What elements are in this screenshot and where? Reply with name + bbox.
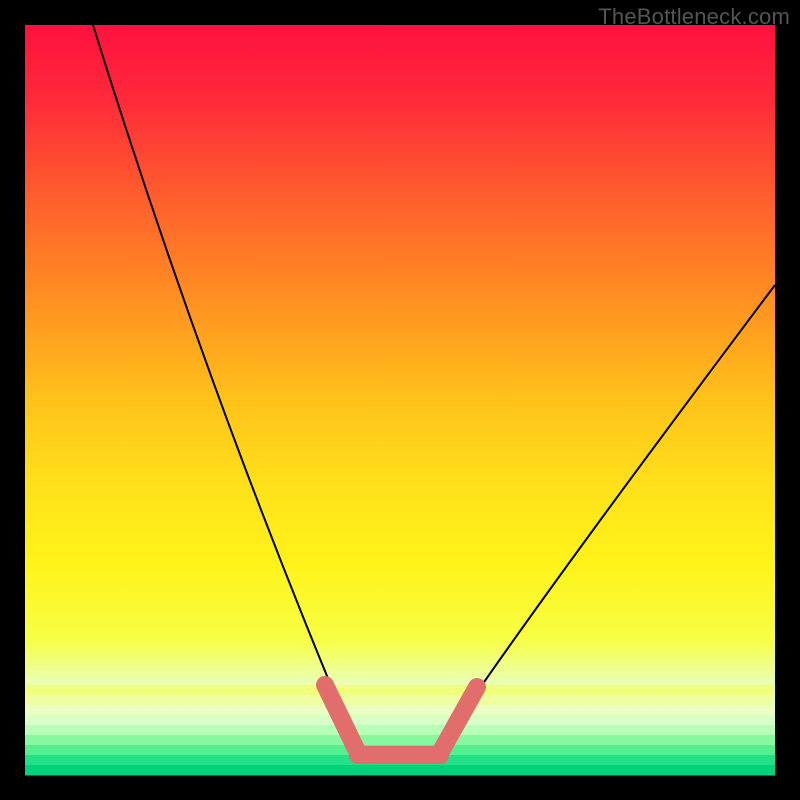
bottleneck-chart xyxy=(0,0,800,800)
bottom-stripe xyxy=(25,715,775,726)
gradient-background xyxy=(25,25,775,775)
bottom-stripe xyxy=(25,765,775,776)
bottom-stripe xyxy=(25,725,775,736)
bottom-stripe xyxy=(25,735,775,746)
bottom-stripe xyxy=(25,695,775,706)
bottom-stripe xyxy=(25,685,775,696)
watermark-text: TheBottleneck.com xyxy=(598,4,790,30)
chart-frame: TheBottleneck.com xyxy=(0,0,800,800)
bottom-stripe xyxy=(25,705,775,716)
